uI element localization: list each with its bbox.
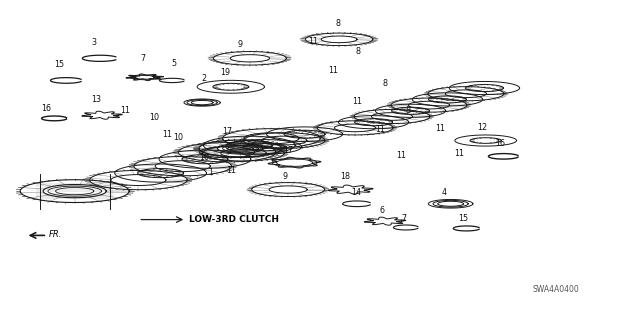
Text: 8: 8 [335, 19, 340, 28]
Text: 8: 8 [383, 79, 387, 88]
Text: SWA4A0400: SWA4A0400 [532, 285, 579, 294]
Text: 16: 16 [41, 104, 51, 113]
Text: 11: 11 [226, 166, 236, 175]
Text: 1: 1 [208, 168, 213, 177]
Text: 5: 5 [171, 59, 176, 68]
Text: 18: 18 [340, 172, 351, 182]
Text: 13: 13 [91, 95, 100, 104]
Text: 15: 15 [458, 213, 468, 222]
Text: 7: 7 [140, 54, 145, 63]
Text: 11: 11 [328, 66, 338, 76]
Text: 11: 11 [435, 124, 445, 133]
Text: 9: 9 [238, 40, 243, 48]
Text: 9: 9 [282, 172, 287, 182]
Text: 15: 15 [54, 60, 64, 69]
Text: 10: 10 [199, 153, 209, 162]
Text: 11: 11 [308, 37, 319, 46]
Text: 16: 16 [495, 139, 505, 148]
Text: 11: 11 [397, 151, 406, 160]
Text: 17: 17 [283, 145, 293, 154]
Text: 3: 3 [92, 38, 96, 47]
Text: 14: 14 [351, 188, 362, 197]
Text: 10: 10 [173, 133, 184, 143]
Text: 2: 2 [202, 74, 207, 83]
Text: 8: 8 [405, 106, 410, 115]
Text: 4: 4 [442, 188, 447, 197]
Text: 11: 11 [162, 130, 172, 139]
Text: 17: 17 [223, 127, 233, 136]
Text: 11: 11 [454, 149, 464, 158]
Text: 12: 12 [477, 123, 488, 132]
Text: FR.: FR. [49, 230, 63, 239]
Text: 7: 7 [401, 214, 406, 223]
Text: 19: 19 [221, 68, 231, 77]
Text: 11: 11 [121, 106, 131, 115]
Text: LOW-3RD CLUTCH: LOW-3RD CLUTCH [189, 215, 280, 224]
Text: 8: 8 [356, 48, 361, 56]
Text: 10: 10 [149, 113, 159, 122]
Text: 6: 6 [380, 206, 385, 215]
Text: 11: 11 [376, 125, 385, 134]
Text: 11: 11 [352, 97, 362, 107]
